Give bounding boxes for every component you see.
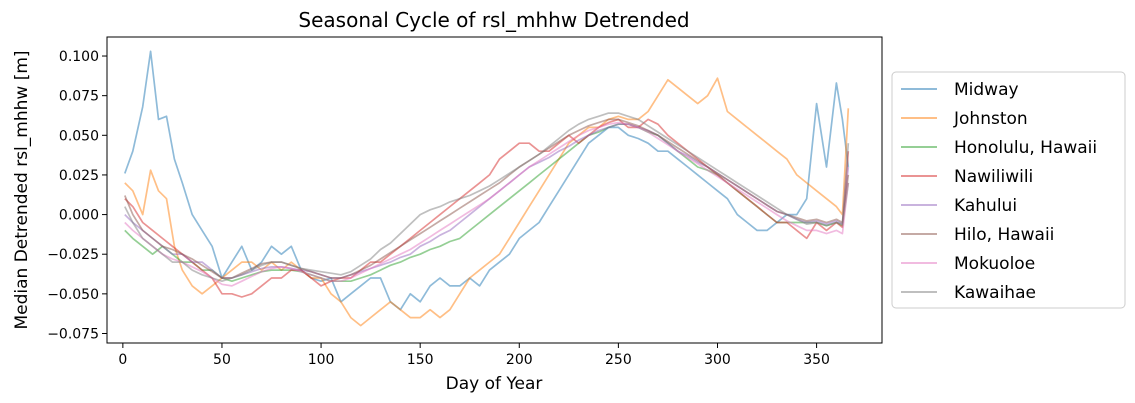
plot-area: 0 50 100 150 200 250 300 350 −0.075 −0.050 −0.025… <box>47 36 883 368</box>
series-layer <box>124 50 850 327</box>
x-axis-label: Day of Year <box>446 374 543 394</box>
x-tick-label: 300 <box>704 352 731 368</box>
x-axis-ticks: 0 50 100 150 200 250 300 350 <box>118 343 830 368</box>
x-tick-label: 100 <box>308 352 335 368</box>
series-line-hilo-hawaii <box>124 118 850 279</box>
y-axis-ticks: −0.075 −0.050 −0.025 0.000 0.025 0.050 0.075 0.… <box>47 49 107 342</box>
y-tick-label: 0.025 <box>59 168 99 184</box>
legend-label-johnston: Johnston <box>953 109 1028 129</box>
legend-label-kawaihae: Kawaihae <box>954 283 1036 303</box>
legend-items: Midway Johnston Honolulu, Hawaii Nawiliwili… <box>901 80 1097 303</box>
chart-title: Seasonal Cycle of rsl_mhhw Detrended <box>298 8 689 32</box>
x-tick-label: 150 <box>407 352 434 368</box>
y-tick-label: 0.050 <box>59 128 99 144</box>
series-line-midway <box>124 50 850 311</box>
legend-label-kahului: Kahului <box>954 196 1017 216</box>
series-line-honolulu-hawaii <box>124 123 850 283</box>
y-tick-label: 0.100 <box>59 49 99 65</box>
legend-label-hilo-hawaii: Hilo, Hawaii <box>954 225 1054 245</box>
y-tick-label: 0.075 <box>59 89 99 105</box>
x-tick-label: 200 <box>506 352 533 368</box>
series-line-kawaihae <box>124 112 850 283</box>
legend: Midway Johnston Honolulu, Hawaii Nawiliwili… <box>891 71 1126 309</box>
x-tick-label: 250 <box>605 352 632 368</box>
x-tick-label: 50 <box>213 352 231 368</box>
series-line-mokuoloe <box>124 121 850 287</box>
y-tick-label: −0.075 <box>47 326 99 342</box>
x-tick-label: 0 <box>118 352 127 368</box>
y-tick-label: −0.025 <box>47 247 99 263</box>
legend-label-honolulu-hawaii: Honolulu, Hawaii <box>954 138 1097 158</box>
y-tick-label: −0.050 <box>47 287 99 303</box>
y-axis-label: Median Detrended rsl_mhhw [m] <box>12 50 32 329</box>
legend-label-mokuoloe: Mokuoloe <box>954 254 1035 274</box>
y-tick-label: 0.000 <box>59 208 99 224</box>
series-line-nawiliwili <box>124 118 850 298</box>
legend-label-nawiliwili: Nawiliwili <box>954 167 1033 187</box>
legend-label-midway: Midway <box>954 80 1019 100</box>
legend-frame <box>891 71 1126 309</box>
series-line-johnston <box>124 77 850 327</box>
x-tick-label: 350 <box>803 352 830 368</box>
plot-frame <box>106 36 883 344</box>
